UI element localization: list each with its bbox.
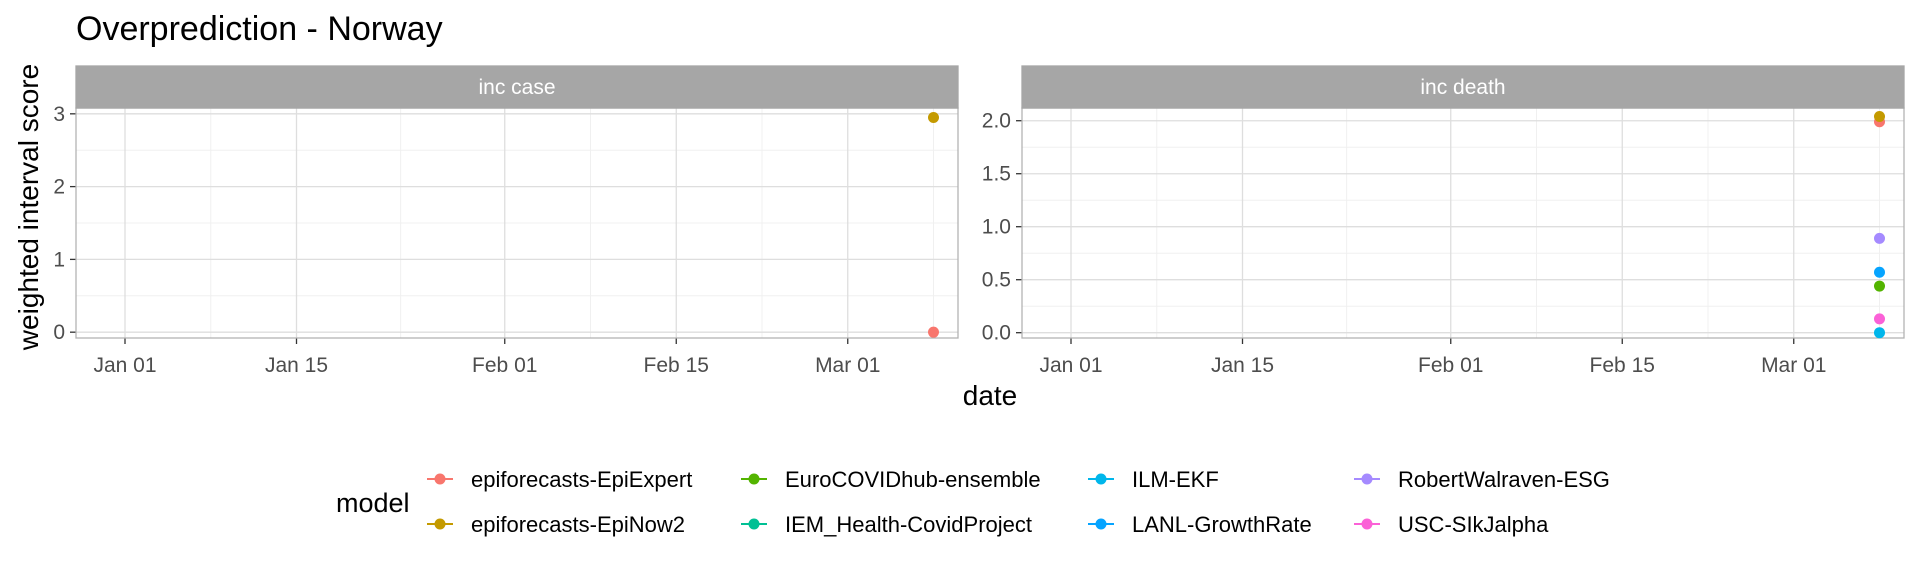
legend-item-lanl-growthrate: LANL-GrowthRate (1088, 512, 1312, 537)
legend-item-robertwalraven-esg: RobertWalraven-ESG (1354, 467, 1610, 492)
data-point-epiforecasts-epiexpert (928, 326, 939, 338)
legend-item-label: epiforecasts-EpiNow2 (471, 512, 685, 537)
data-point-epiforecasts-epinow2 (1874, 110, 1885, 122)
y-tick-label: 1.0 (982, 216, 1011, 239)
legend-item-label: USC-SIkJalpha (1398, 512, 1549, 537)
x-tick-label: Feb 01 (472, 354, 537, 377)
x-tick-label: Feb 15 (644, 354, 709, 377)
legend-item-label: IEM_Health-CovidProject (785, 512, 1032, 537)
x-tick-label: Jan 15 (265, 354, 328, 377)
legend-item-label: LANL-GrowthRate (1132, 512, 1312, 537)
x-axis-title: date (963, 380, 1018, 411)
legend-key-point (1095, 518, 1107, 530)
y-tick-label: 0.0 (982, 322, 1011, 345)
legend-item-epiforecasts-epiexpert: epiforecasts-EpiExpert (427, 467, 692, 492)
facet-strip-label: inc death (1420, 76, 1505, 99)
data-point-epiforecasts-epinow2 (928, 111, 939, 123)
x-tick-label: Feb 01 (1418, 354, 1483, 377)
legend-key-point (1361, 518, 1373, 530)
legend-item-label: ILM-EKF (1132, 467, 1219, 492)
x-tick-label: Feb 15 (1590, 354, 1655, 377)
legend-item-usc-sikjalpha: USC-SIkJalpha (1354, 512, 1549, 537)
legend-key-point (1095, 473, 1107, 485)
facet-strip-label: inc case (478, 76, 555, 99)
y-tick-label: 1 (53, 248, 65, 271)
facet-panels: Jan 01 Jan 15 Feb 01 Feb 15 Mar 01 0 1 2 3 inc ca… (53, 65, 1905, 377)
facet-strip (1021, 65, 1905, 109)
y-axis-title: weighted interval score (13, 64, 44, 351)
y-tick-label: 0 (53, 321, 65, 344)
legend-key-point (748, 518, 760, 530)
legend-title: model (336, 488, 410, 518)
y-tick-label: 0.5 (982, 269, 1011, 292)
legend-item-label: RobertWalraven-ESG (1398, 467, 1610, 492)
x-tick-label: Jan 01 (93, 354, 156, 377)
legend-key-point (434, 473, 446, 485)
facet-strip (75, 65, 959, 109)
data-point-usc-sikjalpha (1874, 313, 1885, 325)
legend-item-eurocovidhub-ensemble: EuroCOVIDhub-ensemble (741, 467, 1041, 492)
legend-item-label: EuroCOVIDhub-ensemble (785, 467, 1041, 492)
y-tick-label: 1.5 (982, 163, 1011, 186)
y-tick-label: 2.0 (982, 110, 1011, 133)
data-point-ilm-ekf (1874, 327, 1885, 339)
data-point-robertwalraven-esg (1874, 232, 1885, 244)
data-point-eurocovidhub-ensemble (1874, 280, 1885, 292)
y-tick-label: 3 (53, 103, 65, 126)
legend-key-point (1361, 473, 1373, 485)
data-point-lanl-growthrate (1874, 266, 1885, 278)
x-tick-label: Mar 01 (1761, 354, 1826, 377)
legend: model epiforecasts-EpiExpert epiforecasts… (336, 467, 1610, 537)
plot-panel-background (1022, 108, 1904, 338)
legend-item-epiforecasts-epinow2: epiforecasts-EpiNow2 (427, 512, 685, 537)
legend-item-ilm-ekf: ILM-EKF (1088, 467, 1219, 492)
legend-key-point (748, 473, 760, 485)
y-tick-label: 2 (53, 176, 65, 199)
facet-panel-inc-case: Jan 01 Jan 15 Feb 01 Feb 15 Mar 01 0 1 2 3 inc ca… (53, 65, 959, 377)
legend-key-point (434, 518, 446, 530)
legend-item-iem-health-covidproject: IEM_Health-CovidProject (741, 512, 1032, 537)
chart-title: Overprediction - Norway (76, 10, 443, 48)
x-tick-label: Jan 01 (1039, 354, 1102, 377)
x-tick-label: Mar 01 (815, 354, 880, 377)
facet-panel-inc-death: Jan 01 Jan 15 Feb 01 Feb 15 Mar 01 0.0 0.5 1.0 1… (982, 65, 1905, 377)
legend-item-label: epiforecasts-EpiExpert (471, 467, 692, 492)
x-tick-label: Jan 15 (1211, 354, 1274, 377)
